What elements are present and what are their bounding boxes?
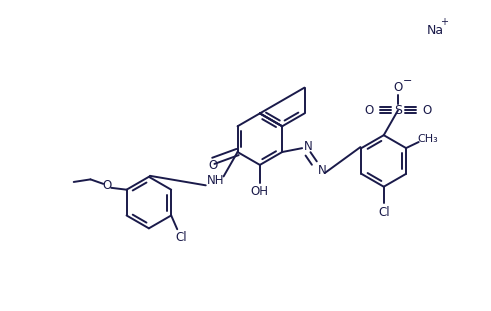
Text: S: S [394,104,402,117]
Text: NH: NH [207,174,224,187]
Text: −: − [403,76,412,86]
Text: O: O [364,104,374,117]
Text: O: O [422,104,431,117]
Text: Cl: Cl [378,206,389,219]
Text: N: N [318,164,327,177]
Text: CH₃: CH₃ [417,134,438,144]
Text: O: O [209,159,218,172]
Text: O: O [103,179,112,192]
Text: OH: OH [251,185,269,198]
Text: Na: Na [426,24,443,37]
Text: Cl: Cl [175,231,187,244]
Text: +: + [440,17,448,27]
Text: N: N [303,140,312,153]
Text: O: O [393,81,403,94]
